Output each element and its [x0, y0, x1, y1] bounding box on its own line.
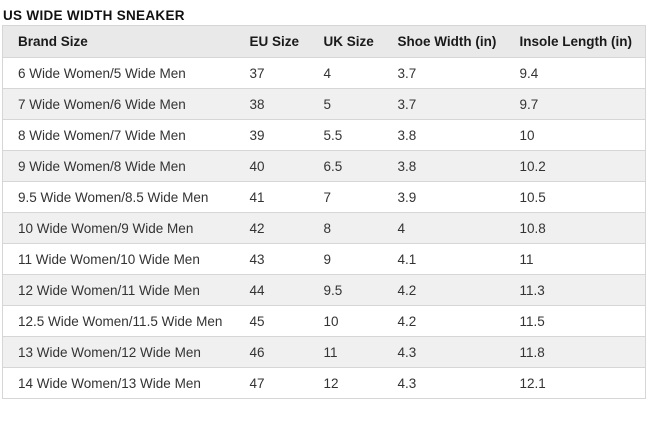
column-header-insole-length: Insole Length (in)	[504, 25, 646, 58]
cell-insole-length: 11.3	[504, 274, 646, 306]
cell-uk-size: 9	[308, 243, 383, 275]
cell-uk-size: 5.5	[308, 119, 383, 151]
cell-eu-size: 37	[234, 57, 309, 89]
cell-uk-size: 10	[308, 305, 383, 337]
cell-insole-length: 10.5	[504, 181, 646, 213]
cell-uk-size: 5	[308, 88, 383, 120]
cell-shoe-width: 4.3	[382, 336, 505, 368]
cell-uk-size: 8	[308, 212, 383, 244]
size-chart-title: US WIDE WIDTH SNEAKER	[3, 8, 185, 23]
cell-brand-size: 9 Wide Women/8 Wide Men	[2, 150, 235, 182]
cell-brand-size: 10 Wide Women/9 Wide Men	[2, 212, 235, 244]
cell-insole-length: 11.5	[504, 305, 646, 337]
cell-eu-size: 43	[234, 243, 309, 275]
cell-eu-size: 44	[234, 274, 309, 306]
cell-insole-length: 10	[504, 119, 646, 151]
cell-eu-size: 41	[234, 181, 309, 213]
cell-shoe-width: 4.2	[382, 274, 505, 306]
cell-uk-size: 12	[308, 367, 383, 399]
cell-brand-size: 7 Wide Women/6 Wide Men	[2, 88, 235, 120]
table-row: 6 Wide Women/5 Wide Men 37 4 3.7 9.4	[2, 57, 646, 89]
cell-eu-size: 46	[234, 336, 309, 368]
cell-eu-size: 45	[234, 305, 309, 337]
cell-shoe-width: 4.2	[382, 305, 505, 337]
cell-uk-size: 7	[308, 181, 383, 213]
cell-insole-length: 9.7	[504, 88, 646, 120]
table-row: 12 Wide Women/11 Wide Men 44 9.5 4.2 11.3	[2, 274, 646, 306]
table-row: 8 Wide Women/7 Wide Men 39 5.5 3.8 10	[2, 119, 646, 151]
cell-brand-size: 13 Wide Women/12 Wide Men	[2, 336, 235, 368]
cell-eu-size: 40	[234, 150, 309, 182]
column-header-eu-size: EU Size	[234, 25, 309, 58]
cell-shoe-width: 4.3	[382, 367, 505, 399]
table-row: 14 Wide Women/13 Wide Men 47 12 4.3 12.1	[2, 367, 646, 399]
cell-brand-size: 14 Wide Women/13 Wide Men	[2, 367, 235, 399]
table-body: 6 Wide Women/5 Wide Men 37 4 3.7 9.4 7 Wide W…	[2, 57, 646, 399]
cell-insole-length: 10.2	[504, 150, 646, 182]
cell-uk-size: 11	[308, 336, 383, 368]
cell-insole-length: 10.8	[504, 212, 646, 244]
cell-shoe-width: 3.8	[382, 150, 505, 182]
cell-eu-size: 39	[234, 119, 309, 151]
table-row: 10 Wide Women/9 Wide Men 42 8 4 10.8	[2, 212, 646, 244]
column-header-uk-size: UK Size	[308, 25, 383, 58]
table-row: 9 Wide Women/8 Wide Men 40 6.5 3.8 10.2	[2, 150, 646, 182]
cell-shoe-width: 4.1	[382, 243, 505, 275]
cell-brand-size: 11 Wide Women/10 Wide Men	[2, 243, 235, 275]
table-row: 11 Wide Women/10 Wide Men 43 9 4.1 11	[2, 243, 646, 275]
cell-brand-size: 8 Wide Women/7 Wide Men	[2, 119, 235, 151]
cell-shoe-width: 3.7	[382, 57, 505, 89]
cell-insole-length: 12.1	[504, 367, 646, 399]
cell-eu-size: 47	[234, 367, 309, 399]
cell-uk-size: 9.5	[308, 274, 383, 306]
table-row: 7 Wide Women/6 Wide Men 38 5 3.7 9.7	[2, 88, 646, 120]
table-header-row: Brand Size EU Size UK Size Shoe Width (in) I…	[2, 25, 646, 58]
cell-insole-length: 9.4	[504, 57, 646, 89]
table-row: 9.5 Wide Women/8.5 Wide Men 41 7 3.9 10.5	[2, 181, 646, 213]
cell-shoe-width: 4	[382, 212, 505, 244]
cell-brand-size: 9.5 Wide Women/8.5 Wide Men	[2, 181, 235, 213]
cell-shoe-width: 3.9	[382, 181, 505, 213]
cell-insole-length: 11	[504, 243, 646, 275]
cell-shoe-width: 3.8	[382, 119, 505, 151]
cell-uk-size: 4	[308, 57, 383, 89]
cell-insole-length: 11.8	[504, 336, 646, 368]
cell-brand-size: 12 Wide Women/11 Wide Men	[2, 274, 235, 306]
cell-eu-size: 42	[234, 212, 309, 244]
size-chart-table: Brand Size EU Size UK Size Shoe Width (in) I…	[2, 25, 646, 399]
column-header-shoe-width: Shoe Width (in)	[382, 25, 505, 58]
cell-shoe-width: 3.7	[382, 88, 505, 120]
table-header-row: Brand Size EU Size UK Size Shoe Width (in) I…	[2, 25, 646, 58]
table-row: 13 Wide Women/12 Wide Men 46 11 4.3 11.8	[2, 336, 646, 368]
cell-uk-size: 6.5	[308, 150, 383, 182]
cell-brand-size: 6 Wide Women/5 Wide Men	[2, 57, 235, 89]
cell-brand-size: 12.5 Wide Women/11.5 Wide Men	[2, 305, 235, 337]
cell-eu-size: 38	[234, 88, 309, 120]
column-header-brand-size: Brand Size	[2, 25, 235, 58]
table-row: 12.5 Wide Women/11.5 Wide Men 45 10 4.2 11.5	[2, 305, 646, 337]
